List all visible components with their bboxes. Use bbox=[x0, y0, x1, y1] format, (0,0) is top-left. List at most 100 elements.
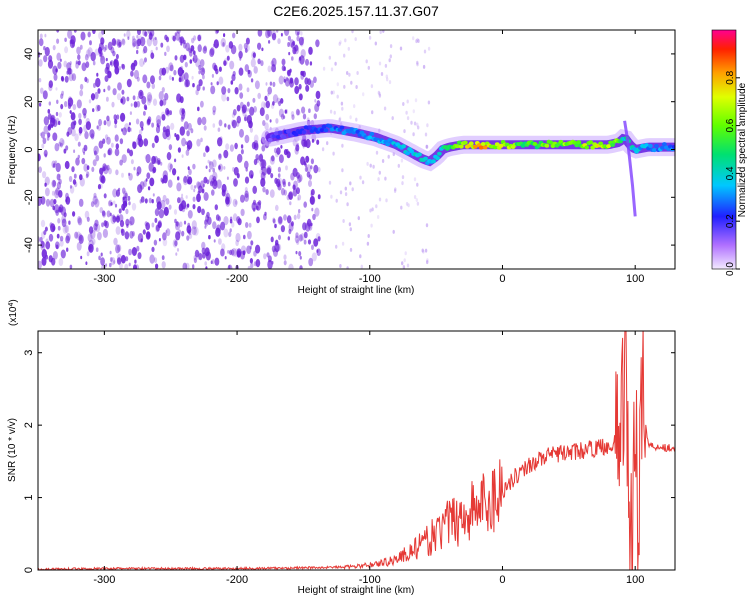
noise-dot bbox=[212, 105, 217, 113]
signal-track-cell bbox=[492, 145, 498, 150]
noise-dot bbox=[188, 50, 193, 57]
noise-dot bbox=[122, 187, 126, 194]
noise-dot bbox=[267, 65, 272, 73]
noise-dot bbox=[42, 171, 47, 179]
noise-speck bbox=[342, 219, 345, 223]
noise-dot bbox=[116, 214, 120, 220]
noise-speck bbox=[389, 44, 393, 49]
noise-dot bbox=[66, 70, 69, 75]
noise-dot bbox=[183, 175, 188, 183]
noise-dot bbox=[253, 158, 258, 166]
noise-speck bbox=[353, 104, 356, 109]
noise-speck bbox=[351, 30, 354, 34]
noise-dot bbox=[223, 33, 226, 38]
signal-spike bbox=[623, 120, 637, 217]
noise-dot bbox=[54, 143, 60, 152]
noise-dot bbox=[309, 195, 315, 205]
noise-dot bbox=[298, 86, 301, 91]
noise-dot bbox=[86, 216, 90, 222]
noise-dot bbox=[98, 255, 101, 261]
noise-dot bbox=[221, 183, 227, 193]
noise-speck bbox=[402, 102, 405, 106]
noise-dot bbox=[101, 210, 106, 217]
noise-dot bbox=[259, 107, 265, 117]
noise-dot bbox=[119, 220, 125, 228]
noise-dot bbox=[250, 240, 254, 246]
noise-dot bbox=[193, 188, 196, 193]
noise-dot bbox=[192, 83, 195, 88]
noise-speck bbox=[375, 204, 378, 209]
noise-dot bbox=[137, 30, 141, 36]
noise-dot bbox=[44, 153, 48, 158]
noise-dot bbox=[139, 58, 145, 67]
noise-dot bbox=[292, 184, 296, 190]
noise-dot bbox=[113, 114, 117, 121]
noise-dot bbox=[185, 79, 190, 88]
noise-dot bbox=[121, 128, 123, 132]
noise-speck bbox=[357, 216, 360, 221]
noise-dot bbox=[198, 70, 201, 75]
spectrogram-y-tick-label: -40 bbox=[23, 237, 35, 253]
snr-x-tick-label: -200 bbox=[226, 574, 248, 586]
noise-dot bbox=[267, 259, 273, 269]
signal-track-cell bbox=[367, 135, 373, 140]
noise-dot bbox=[165, 107, 170, 116]
noise-dot bbox=[129, 230, 134, 239]
noise-dot bbox=[144, 221, 148, 227]
noise-dot bbox=[263, 253, 267, 260]
noise-dot bbox=[77, 54, 81, 61]
noise-speck bbox=[424, 132, 428, 137]
noise-dot bbox=[93, 82, 96, 88]
noise-dot bbox=[165, 229, 168, 234]
noise-speck bbox=[346, 71, 349, 75]
noise-dot bbox=[197, 34, 202, 42]
noise-dot bbox=[316, 248, 321, 256]
noise-dot bbox=[270, 103, 275, 109]
noise-dot bbox=[165, 66, 170, 74]
noise-dot bbox=[240, 208, 245, 217]
noise-dot bbox=[288, 263, 294, 269]
noise-dot bbox=[84, 210, 90, 219]
noise-dot bbox=[108, 199, 113, 207]
snr-x-tick-label: 100 bbox=[626, 574, 644, 586]
noise-dot bbox=[145, 153, 151, 164]
noise-dot bbox=[97, 104, 101, 112]
noise-dot bbox=[190, 45, 195, 52]
noise-dot bbox=[161, 114, 166, 121]
noise-dot bbox=[208, 235, 211, 240]
noise-dot bbox=[212, 123, 216, 128]
noise-dot bbox=[179, 96, 184, 104]
noise-speck bbox=[341, 168, 344, 173]
noise-dot bbox=[66, 232, 71, 242]
noise-dot bbox=[150, 31, 153, 36]
signal-track-cell bbox=[472, 144, 478, 149]
noise-dot bbox=[208, 168, 211, 173]
noise-speck bbox=[385, 74, 388, 79]
noise-dot bbox=[90, 133, 95, 140]
noise-dot bbox=[160, 177, 164, 183]
noise-dot bbox=[164, 92, 169, 101]
noise-speck bbox=[367, 65, 370, 70]
noise-dot bbox=[71, 166, 75, 173]
noise-dot bbox=[203, 176, 208, 184]
noise-speck bbox=[349, 115, 352, 120]
noise-dot bbox=[104, 66, 110, 75]
noise-dot bbox=[48, 233, 54, 242]
colorbar bbox=[712, 30, 736, 269]
noise-dot bbox=[175, 221, 179, 227]
noise-dot bbox=[291, 56, 294, 61]
noise-dot bbox=[89, 40, 92, 46]
noise-dot bbox=[212, 110, 216, 116]
noise-speck bbox=[343, 53, 346, 58]
noise-dot bbox=[278, 75, 284, 85]
signal-track-cell bbox=[574, 143, 580, 148]
noise-dot bbox=[169, 168, 172, 173]
noise-dot bbox=[116, 257, 122, 265]
noise-dot bbox=[200, 180, 205, 189]
noise-dot bbox=[201, 116, 207, 126]
signal-track-cell bbox=[401, 144, 406, 149]
noise-dot bbox=[303, 239, 307, 245]
noise-dot bbox=[177, 67, 184, 77]
noise-dot bbox=[193, 50, 196, 55]
noise-dot bbox=[287, 35, 291, 41]
